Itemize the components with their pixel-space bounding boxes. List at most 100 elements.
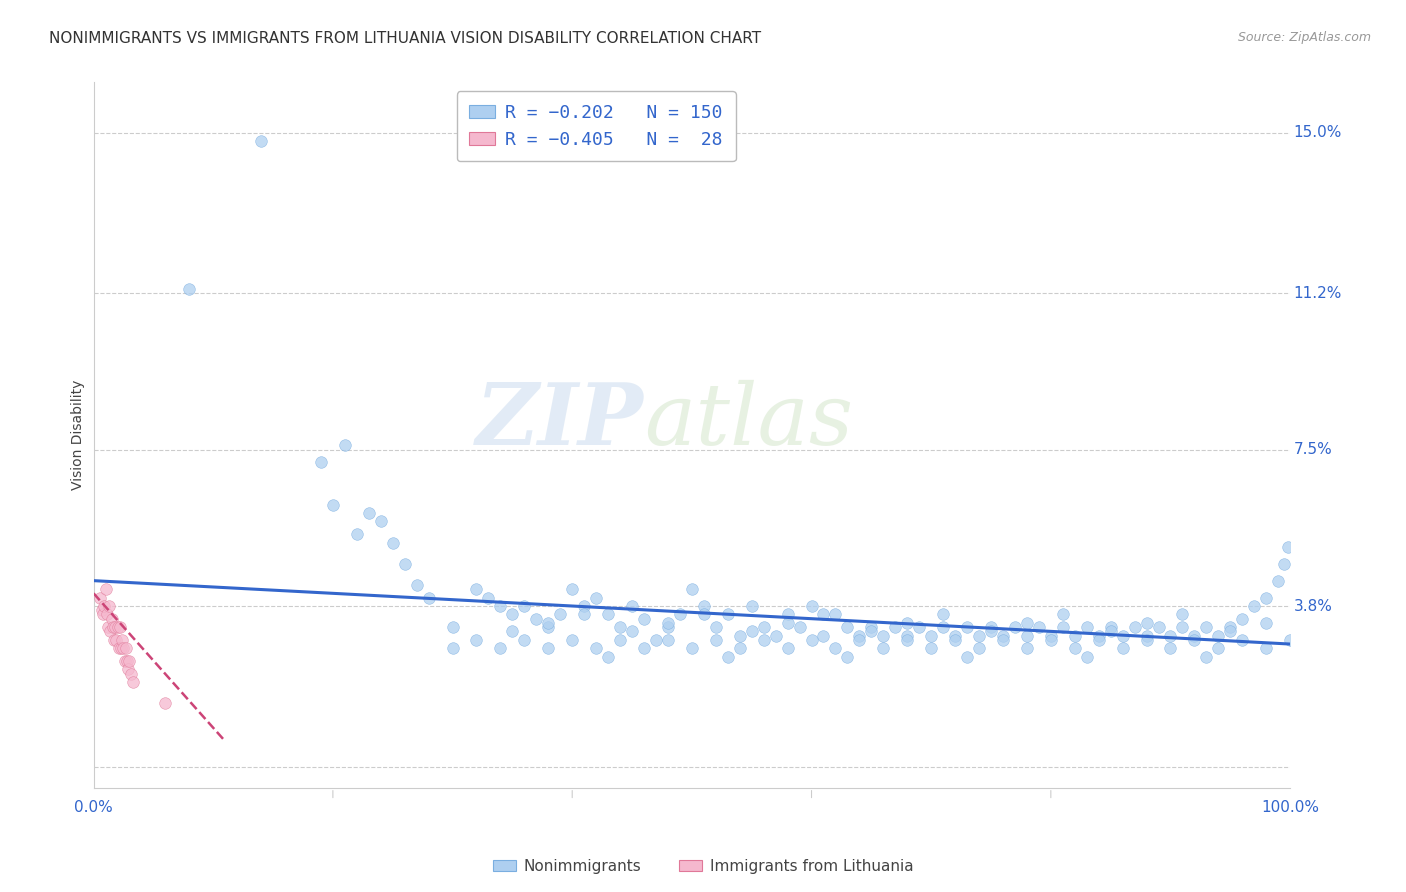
Point <box>441 620 464 634</box>
Point <box>741 624 763 639</box>
Text: atlas: atlas <box>644 379 853 462</box>
Point <box>717 607 740 622</box>
Point <box>1099 620 1122 634</box>
Point <box>513 599 536 613</box>
Point <box>100 612 122 626</box>
Point <box>1256 641 1278 656</box>
Point <box>1256 615 1278 630</box>
Point <box>250 134 273 148</box>
Point <box>103 632 125 647</box>
Point <box>800 632 823 647</box>
Point <box>908 620 931 634</box>
Point <box>1052 607 1074 622</box>
Point <box>1219 620 1241 634</box>
Point <box>1219 624 1241 639</box>
Point <box>1256 591 1278 605</box>
Point <box>1111 629 1133 643</box>
Point <box>1076 620 1098 634</box>
Point <box>155 696 177 710</box>
Point <box>572 599 595 613</box>
Legend: R = −0.202   N = 150, R = −0.405   N =  28: R = −0.202 N = 150, R = −0.405 N = 28 <box>457 91 735 161</box>
Point <box>693 607 716 622</box>
Point <box>837 620 859 634</box>
Point <box>122 675 145 690</box>
Point <box>1232 632 1254 647</box>
Point <box>322 498 344 512</box>
Point <box>489 641 512 656</box>
Point <box>115 654 138 668</box>
Point <box>776 641 799 656</box>
Point <box>800 599 823 613</box>
Point <box>598 607 620 622</box>
Point <box>645 632 668 647</box>
Point <box>633 612 655 626</box>
Point <box>657 615 679 630</box>
Point <box>561 582 583 596</box>
Point <box>98 624 121 639</box>
Point <box>108 620 131 634</box>
Point <box>1063 629 1085 643</box>
Point <box>1111 641 1133 656</box>
Point <box>1004 620 1026 634</box>
Point <box>96 607 118 622</box>
Point <box>118 654 141 668</box>
Point <box>1171 607 1194 622</box>
Point <box>405 578 427 592</box>
Point <box>621 599 644 613</box>
Text: NONIMMIGRANTS VS IMMIGRANTS FROM LITHUANIA VISION DISABILITY CORRELATION CHART: NONIMMIGRANTS VS IMMIGRANTS FROM LITHUAN… <box>49 31 761 46</box>
Point <box>1015 641 1038 656</box>
Point <box>381 535 404 549</box>
Point <box>1015 615 1038 630</box>
Point <box>394 557 416 571</box>
Point <box>477 591 499 605</box>
Point <box>848 629 870 643</box>
Point <box>789 620 811 634</box>
Point <box>1195 620 1218 634</box>
Point <box>1159 629 1181 643</box>
Point <box>980 620 1002 634</box>
Point <box>1147 620 1170 634</box>
Point <box>896 615 918 630</box>
Point <box>872 641 894 656</box>
Point <box>572 607 595 622</box>
Point <box>357 506 380 520</box>
Point <box>1039 632 1062 647</box>
Point <box>1052 620 1074 634</box>
Point <box>1015 629 1038 643</box>
Text: 15.0%: 15.0% <box>1294 125 1343 140</box>
Point <box>704 620 727 634</box>
Point <box>837 649 859 664</box>
Point <box>776 615 799 630</box>
Point <box>465 582 488 596</box>
Point <box>98 599 121 613</box>
Point <box>1208 641 1230 656</box>
Point <box>1184 629 1206 643</box>
Point <box>1232 612 1254 626</box>
Point <box>1099 624 1122 639</box>
Point <box>824 641 846 656</box>
Point <box>524 612 547 626</box>
Point <box>1159 641 1181 656</box>
Point <box>346 527 368 541</box>
Point <box>704 632 727 647</box>
Point <box>1076 649 1098 664</box>
Point <box>1195 649 1218 664</box>
Point <box>94 582 117 596</box>
Point <box>681 582 703 596</box>
Point <box>501 607 523 622</box>
Point <box>1135 632 1157 647</box>
Point <box>309 455 332 469</box>
Point <box>120 666 142 681</box>
Point <box>633 641 655 656</box>
Point <box>860 624 883 639</box>
Point <box>991 629 1014 643</box>
Point <box>1039 629 1062 643</box>
Point <box>1267 574 1289 588</box>
Point <box>1123 620 1146 634</box>
Point <box>101 620 124 634</box>
Point <box>112 641 135 656</box>
Point <box>93 599 115 613</box>
Point <box>117 662 139 676</box>
Point <box>1272 557 1295 571</box>
Point <box>872 629 894 643</box>
